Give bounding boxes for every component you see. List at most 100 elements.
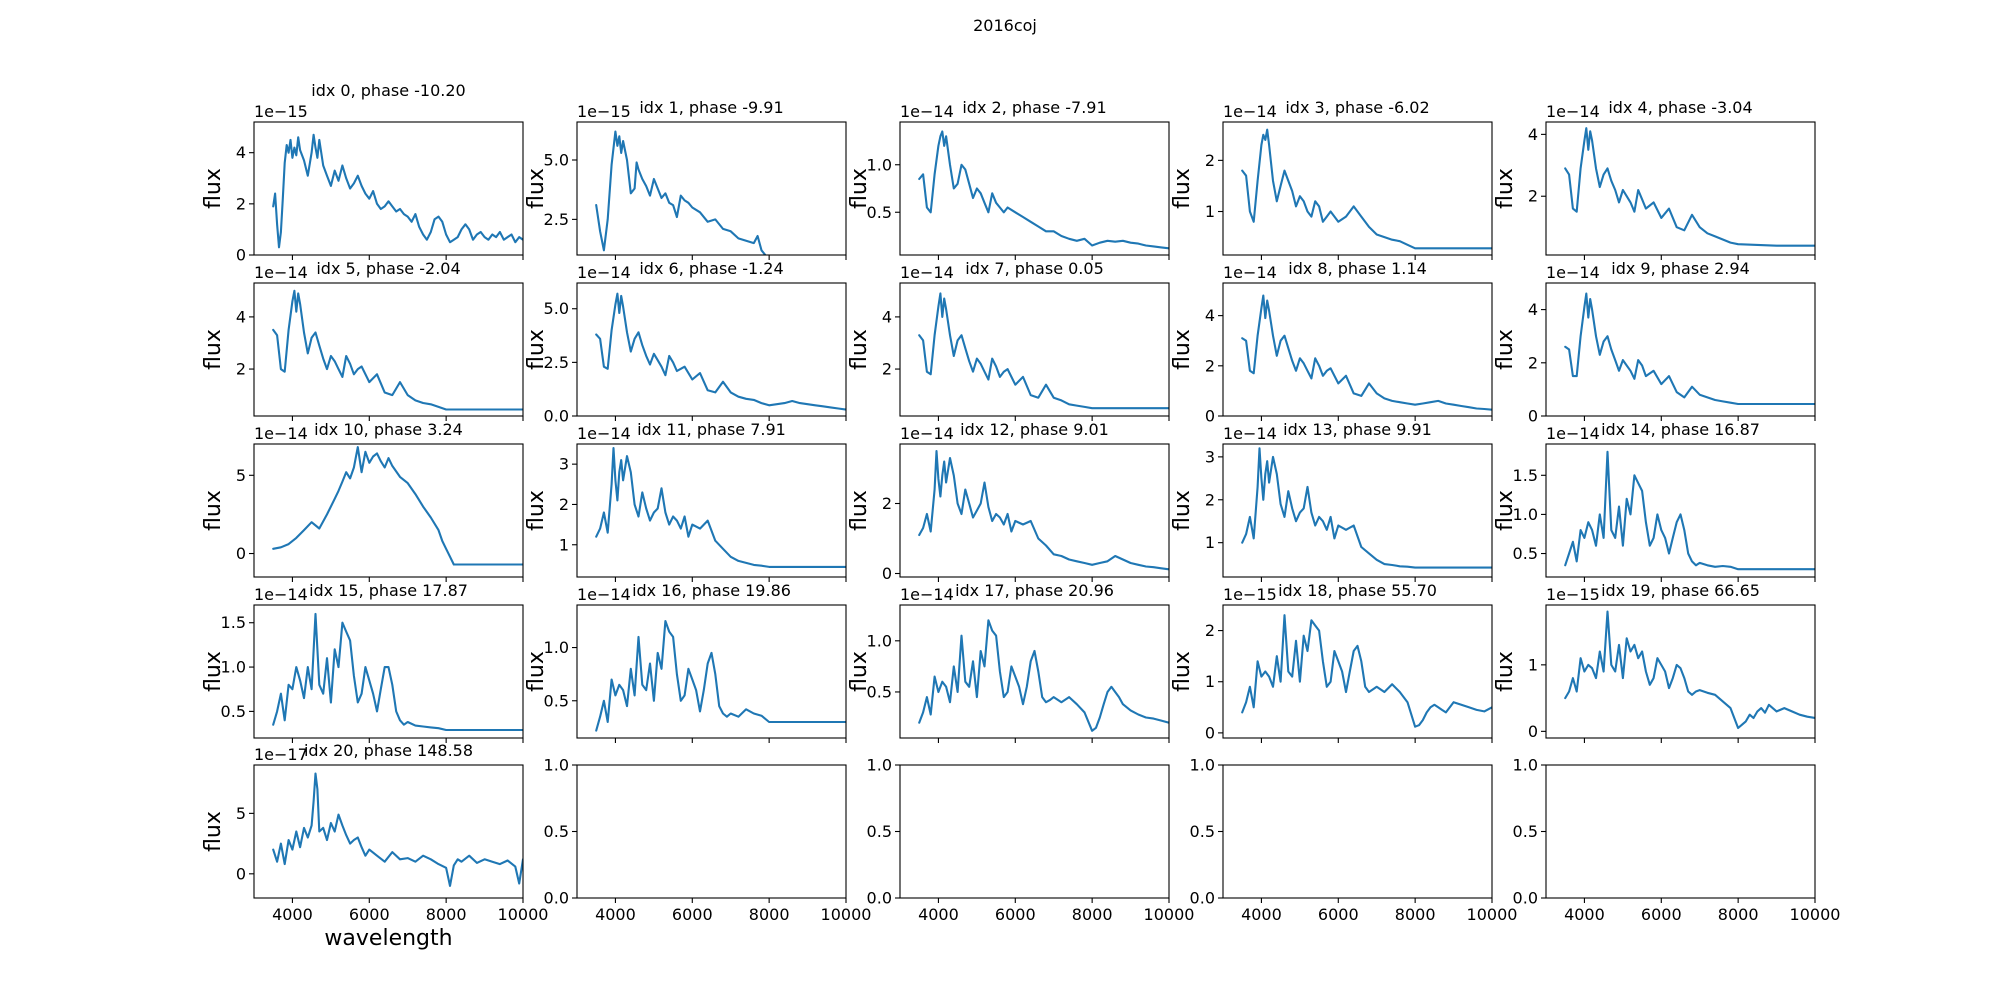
y-tick-label-13-1: 2: [1205, 490, 1215, 509]
y-tick-label-23-1: 0.5: [1190, 822, 1215, 841]
subplot-10: 0 5 1e−14 idx 10, phase 3.24 flux: [201, 420, 524, 582]
y-tick-label-18-2: 2: [1205, 621, 1215, 640]
y-tick-label-8-0: 0: [1205, 407, 1215, 426]
axes-frame-14: [1545, 443, 1816, 578]
spectrum-line-9: [1564, 292, 1815, 406]
y-tick-label-6-0: 0.0: [544, 407, 569, 426]
subplot-title-0: idx 0, phase -10.20: [311, 81, 465, 100]
subplot-13: 1 2 3 1e−14 idx 13, phase 9.91 flux: [1170, 420, 1493, 582]
axes-frame-11: [576, 443, 847, 578]
y-tick-label-12-0: 0: [882, 564, 892, 583]
y-axis-label-5: flux: [201, 329, 226, 370]
y-tick-label-15-2: 1.5: [221, 613, 246, 632]
subplot-title-10: idx 10, phase 3.24: [314, 420, 463, 439]
y-tick-label-20-1: 5: [236, 804, 246, 823]
y-axis-label-3: flux: [1170, 168, 1195, 209]
offset-multiplier-4: 1e−14: [1546, 102, 1600, 121]
axes-frame-20: [253, 764, 524, 899]
spectrum-line-17: [918, 619, 1169, 732]
spectrum-line-5: [272, 289, 523, 411]
y-tick-label-4-0: 2: [1528, 187, 1538, 206]
subplot-title-16: idx 16, phase 19.86: [632, 581, 791, 600]
y-tick-label-3-1: 2: [1205, 151, 1215, 170]
subplot-3: 1 2 1e−14 idx 3, phase -6.02 flux: [1170, 98, 1493, 260]
y-tick-label-17-1: 1.0: [867, 631, 892, 650]
y-tick-label-5-0: 2: [236, 360, 246, 379]
y-tick-label-19-0: 0: [1528, 722, 1538, 741]
x-tick-label-23-1: 6000: [1318, 905, 1359, 924]
offset-multiplier-0: 1e−15: [254, 102, 308, 121]
subplot-1: 2.5 5.0 1e−15 idx 1, phase -9.91 flux: [524, 98, 847, 260]
spectrum-line-19: [1564, 610, 1815, 730]
y-tick-label-23-2: 1.0: [1190, 756, 1215, 775]
y-tick-label-10-1: 5: [236, 466, 246, 485]
y-tick-label-22-1: 0.5: [867, 822, 892, 841]
y-tick-label-6-2: 5.0: [544, 299, 569, 318]
axes-frame-0: [253, 121, 524, 256]
subplot-title-7: idx 7, phase 0.05: [965, 259, 1104, 278]
y-tick-label-21-2: 1.0: [544, 756, 569, 775]
y-axis-label-14: flux: [1493, 490, 1518, 531]
y-axis-label-11: flux: [524, 490, 549, 531]
spectrum-line-3: [1241, 128, 1492, 250]
spectrum-line-10: [272, 446, 523, 566]
spectrum-line-4: [1564, 127, 1815, 247]
x-tick-label-23-0: 4000: [1241, 905, 1282, 924]
y-tick-label-14-2: 1.5: [1513, 466, 1538, 485]
subplot-17: 0.5 1.0 1e−14 idx 17, phase 20.96 flux: [847, 581, 1170, 743]
spectrum-line-7: [918, 292, 1169, 410]
subplot-title-8: idx 8, phase 1.14: [1288, 259, 1427, 278]
y-tick-label-24-0: 0.0: [1513, 889, 1538, 908]
subplot-12: 0 2 1e−14 idx 12, phase 9.01 flux: [847, 420, 1170, 583]
subplot-title-13: idx 13, phase 9.91: [1283, 420, 1432, 439]
axes-frame-18: [1222, 604, 1493, 739]
y-tick-label-12-1: 2: [882, 494, 892, 513]
subplot-14: 0.5 1.0 1.5 1e−14 idx 14, phase 16.87 flux: [1493, 420, 1816, 582]
subplot-8: 0 2 4 1e−14 idx 8, phase 1.14 flux: [1170, 259, 1493, 426]
y-axis-label-9: flux: [1493, 329, 1518, 370]
y-tick-label-14-0: 0.5: [1513, 544, 1538, 563]
y-axis-label-12: flux: [847, 490, 872, 531]
subplot-title-3: idx 3, phase -6.02: [1285, 98, 1429, 117]
axes-frame-8: [1222, 282, 1493, 417]
axes-frame-2: [899, 121, 1170, 256]
x-tick-label-21-1: 6000: [672, 905, 713, 924]
y-axis-label-13: flux: [1170, 490, 1195, 531]
axes-frame-7: [899, 282, 1170, 417]
subplot-title-12: idx 12, phase 9.01: [960, 420, 1109, 439]
y-tick-label-0-1: 2: [236, 194, 246, 213]
x-tick-label-22-1: 6000: [995, 905, 1036, 924]
x-tick-label-22-3: 10000: [1144, 905, 1195, 924]
subplot-title-4: idx 4, phase -3.04: [1608, 98, 1752, 117]
subplot-title-17: idx 17, phase 20.96: [955, 581, 1114, 600]
y-axis-label-19: flux: [1493, 651, 1518, 692]
y-axis-label-15: flux: [201, 651, 226, 692]
figure-title: 2016coj: [973, 16, 1037, 35]
offset-multiplier-1: 1e−15: [577, 102, 631, 121]
axes-frame-3: [1222, 121, 1493, 256]
y-tick-label-17-0: 0.5: [867, 682, 892, 701]
x-tick-label-20-2: 8000: [426, 905, 467, 924]
y-tick-label-7-1: 4: [882, 307, 892, 326]
subplot-title-1: idx 1, phase -9.91: [639, 98, 783, 117]
offset-multiplier-20: 1e−17: [254, 745, 308, 764]
offset-multiplier-7: 1e−14: [900, 263, 954, 282]
subplot-title-5: idx 5, phase -2.04: [316, 259, 460, 278]
offset-multiplier-14: 1e−14: [1546, 424, 1600, 443]
y-tick-label-24-1: 0.5: [1513, 822, 1538, 841]
y-tick-label-2-0: 0.5: [867, 203, 892, 222]
y-tick-label-22-0: 0.0: [867, 889, 892, 908]
x-tick-label-21-0: 4000: [595, 905, 636, 924]
x-tick-label-21-2: 8000: [749, 905, 790, 924]
y-axis-label-7: flux: [847, 329, 872, 370]
y-tick-label-24-2: 1.0: [1513, 756, 1538, 775]
subplot-18: 0 1 2 1e−15 idx 18, phase 55.70 flux: [1170, 581, 1493, 743]
y-tick-label-13-0: 1: [1205, 533, 1215, 552]
y-axis-label-6: flux: [524, 329, 549, 370]
y-tick-label-21-1: 0.5: [544, 822, 569, 841]
spectrum-line-1: [595, 130, 767, 255]
offset-multiplier-17: 1e−14: [900, 585, 954, 604]
subplot-15: 0.5 1.0 1.5 1e−14 idx 15, phase 17.87 flux: [201, 581, 524, 743]
axes-frame-6: [576, 282, 847, 417]
